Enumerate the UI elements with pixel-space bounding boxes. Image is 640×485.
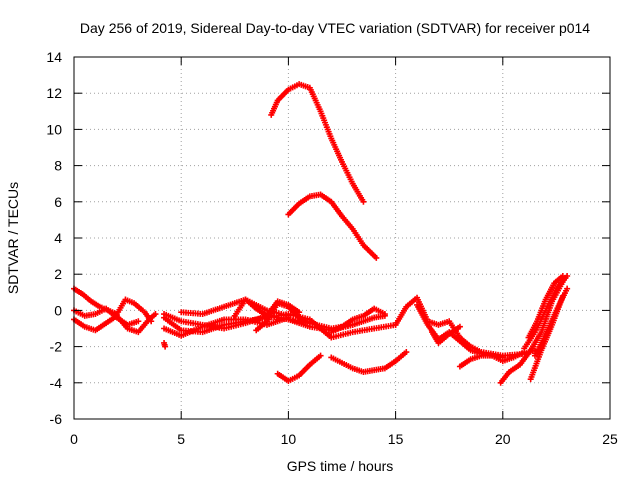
chart-title: Day 256 of 2019, Sidereal Day-to-day VTE… xyxy=(80,20,590,36)
y-tick-label: 2 xyxy=(54,266,62,282)
data-series-arc-a xyxy=(71,285,146,318)
data-series-arc-q xyxy=(328,349,410,375)
x-tick-label: 25 xyxy=(602,431,618,447)
data-point xyxy=(148,318,155,325)
x-tick-label: 15 xyxy=(388,431,404,447)
data-series-arc-o xyxy=(285,191,380,261)
data-series-arc-t xyxy=(456,349,528,370)
y-tick-label: 10 xyxy=(46,121,62,137)
data-series-arc-u xyxy=(429,323,463,346)
x-axis-label: GPS time / hours xyxy=(287,458,394,474)
y-tick-label: 0 xyxy=(54,302,62,318)
y-tick-label: -6 xyxy=(50,411,63,427)
x-tick-label: 10 xyxy=(281,431,297,447)
data-point xyxy=(373,254,380,261)
data-point xyxy=(317,352,324,359)
data-point xyxy=(456,323,463,330)
y-tick-label: 12 xyxy=(46,85,62,101)
data-point xyxy=(135,318,142,325)
data-point xyxy=(403,349,410,356)
y-tick-label: 4 xyxy=(54,230,62,246)
y-tick-label: -4 xyxy=(50,375,63,391)
data-point xyxy=(152,311,159,318)
x-tick-label: 20 xyxy=(495,431,511,447)
y-tick-label: 14 xyxy=(46,49,62,65)
data-series-arc-z xyxy=(531,285,571,359)
data-series-arc-k xyxy=(253,300,313,334)
grid-layer xyxy=(74,57,610,419)
y-axis-label: SDTVAR / TECUs xyxy=(5,182,21,294)
x-tick-label: 0 xyxy=(70,431,78,447)
data-series-arc-p xyxy=(274,352,324,384)
y-tick-label: -2 xyxy=(50,339,63,355)
y-tick-label: 6 xyxy=(54,194,62,210)
data-point xyxy=(162,343,169,350)
data-point xyxy=(381,311,388,318)
data-series-arc-l xyxy=(285,312,388,332)
data-series-arc-e xyxy=(161,339,169,350)
data-series-arc-c xyxy=(71,305,142,328)
data-series-arc-d xyxy=(141,309,155,325)
x-tick-label: 5 xyxy=(177,431,185,447)
data-point xyxy=(360,198,367,205)
y-tick-label: 8 xyxy=(54,158,62,174)
data-layer xyxy=(71,81,571,386)
data-point xyxy=(559,273,566,280)
data-point xyxy=(564,285,571,292)
data-series-arc-m xyxy=(328,305,388,336)
axis-layer: 0 5 10 15 20 25 -6 -4 -2 0 2 4 6 8 10 12 14 xyxy=(46,49,618,447)
data-series-arc-x xyxy=(525,273,566,341)
data-series-arc-n xyxy=(268,81,367,205)
